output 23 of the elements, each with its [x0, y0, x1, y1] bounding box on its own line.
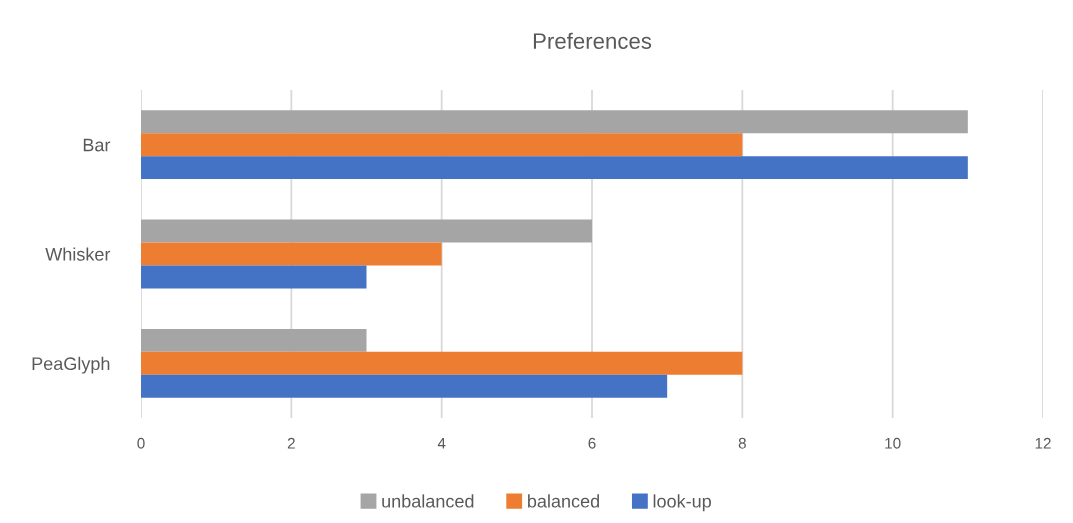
- bar: [141, 110, 968, 134]
- legend-label: unbalanced: [382, 494, 474, 508]
- y-tick-label: PeaGlyph: [32, 356, 110, 374]
- legend-label: look-up: [653, 494, 711, 512]
- x-tick-label: 6: [588, 437, 596, 449]
- bar: [141, 133, 743, 157]
- x-tick-label: 4: [437, 438, 446, 449]
- bar: [141, 242, 442, 266]
- chart-title: Preferences: [533, 32, 652, 49]
- bar: [141, 265, 367, 289]
- bar: [141, 351, 743, 375]
- y-tick-label: Whisker: [45, 247, 111, 261]
- x-tick-label: 12: [1035, 437, 1051, 449]
- x-tick-label: 2: [287, 437, 295, 449]
- x-tick-label: 10: [885, 437, 901, 449]
- bar: [141, 374, 668, 398]
- legend-label: balanced: [528, 494, 599, 508]
- bar: [141, 219, 592, 243]
- x-tick-label: 0: [137, 437, 145, 449]
- bar: [141, 156, 968, 180]
- y-tick-label: Bar: [83, 138, 111, 152]
- bar: [141, 328, 367, 352]
- x-tick-label: 8: [738, 437, 746, 449]
